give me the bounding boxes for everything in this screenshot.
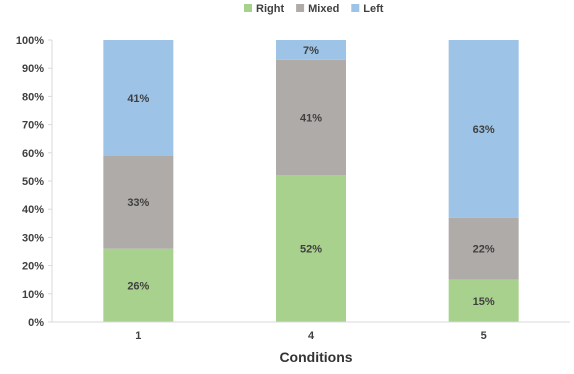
data-label-right-cat-4: 52% — [300, 244, 322, 256]
y-tick-label: 50% — [22, 176, 44, 188]
x-tick-label: 4 — [308, 330, 315, 342]
bar-right-cat-1 — [103, 248, 174, 322]
legend-label-left: Left — [363, 3, 384, 15]
bar-left-cat-1 — [103, 40, 174, 156]
bar-mixed-cat-5 — [448, 217, 519, 280]
bar-right-cat-4 — [276, 175, 346, 322]
y-tick-label: 30% — [22, 232, 44, 244]
bar-left-cat-4 — [276, 40, 346, 60]
y-tick-label: 20% — [22, 261, 44, 273]
legend-label-right: Right — [256, 3, 284, 15]
data-label-mixed-cat-5: 22% — [473, 244, 495, 256]
x-tick-label: 5 — [481, 330, 487, 342]
legend: Right Mixed Left — [244, 3, 384, 15]
data-label-mixed-cat-1: 33% — [127, 197, 149, 209]
bar-mixed-cat-1 — [103, 155, 174, 249]
axes: 0% 10% 20% 30% 40% 50% 60% 70% 80% 90% 100% 1 4 5 — [16, 35, 570, 342]
bar-mixed-cat-4 — [276, 59, 346, 176]
data-label-left-cat-5: 63% — [473, 124, 495, 136]
data-label-mixed-cat-4: 41% — [300, 113, 322, 125]
plot-area: 26% 33% 41% 52% 41% 7% 15% 22% 63% — [103, 40, 519, 322]
y-tick-label: 0% — [28, 317, 44, 329]
data-label-left-cat-1: 41% — [127, 93, 149, 105]
y-tick-label: 60% — [22, 148, 44, 160]
y-tick-label: 100% — [16, 35, 44, 47]
y-tick-label: 10% — [22, 289, 44, 301]
bar-right-cat-5 — [448, 279, 519, 322]
y-tick-label: 80% — [22, 91, 44, 103]
legend-swatch-left — [351, 4, 360, 12]
bar-left-cat-5 — [448, 40, 519, 218]
y-tick-label: 90% — [22, 63, 44, 75]
x-axis-title: Conditions — [279, 349, 352, 365]
legend-label-mixed: Mixed — [308, 3, 339, 15]
legend-swatch-mixed — [296, 4, 305, 12]
data-label-right-cat-1: 26% — [127, 280, 149, 292]
data-label-right-cat-5: 15% — [473, 296, 495, 308]
x-tick-label: 1 — [135, 330, 141, 342]
y-tick-label: 70% — [22, 120, 44, 132]
data-label-left-cat-4: 7% — [303, 45, 319, 57]
legend-swatch-right — [244, 4, 252, 12]
y-tick-label: 40% — [22, 204, 44, 216]
